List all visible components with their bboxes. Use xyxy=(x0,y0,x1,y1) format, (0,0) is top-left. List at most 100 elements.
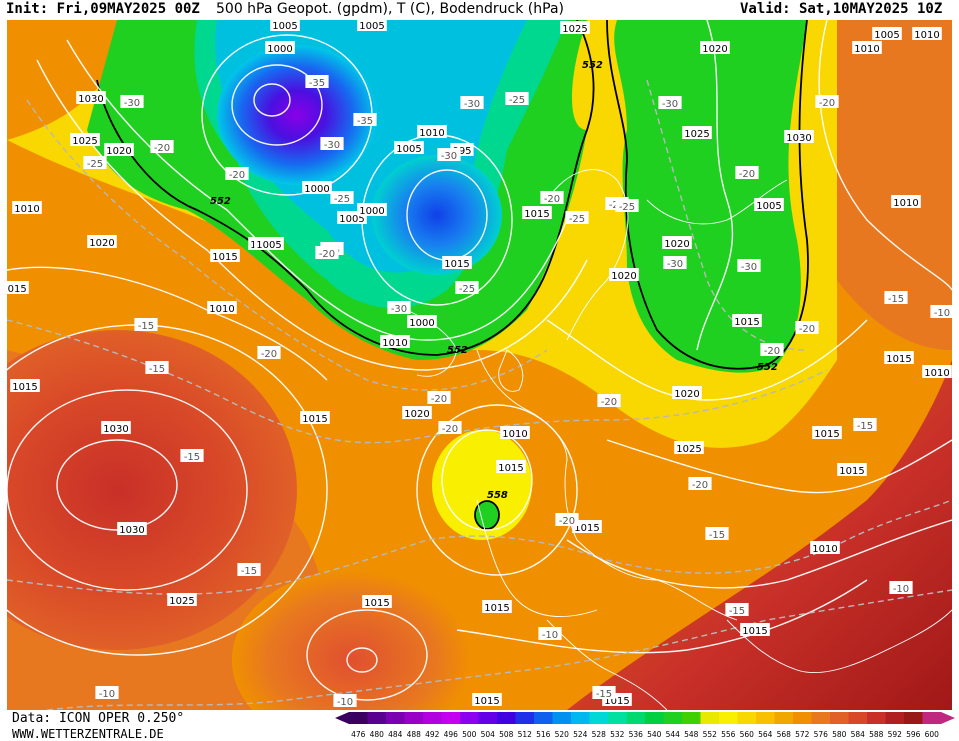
isotherm-label: -20 xyxy=(150,140,174,154)
isotherm-label: -30 xyxy=(663,256,687,270)
svg-text:-25: -25 xyxy=(619,202,635,213)
isotherm-label: -20 xyxy=(257,346,281,360)
svg-text:1020: 1020 xyxy=(702,44,727,55)
svg-text:1025: 1025 xyxy=(684,129,709,140)
isobar-label: 1010 xyxy=(912,27,942,41)
svg-text:1010: 1010 xyxy=(14,204,39,215)
legend-swatch xyxy=(534,712,553,724)
isobar-label: 1015 xyxy=(812,426,842,440)
legend-tick-label: 504 xyxy=(481,730,496,739)
isotherm-label: -20 xyxy=(427,391,451,405)
isotherm-label: -30 xyxy=(460,96,484,110)
legend-swatch xyxy=(793,712,812,724)
isobar-label: 1015 xyxy=(837,463,867,477)
svg-text:-30: -30 xyxy=(741,262,757,273)
legend-swatch xyxy=(700,712,720,724)
isobar-label: 1025 xyxy=(167,593,197,607)
legend-swatch xyxy=(774,712,794,724)
legend-swatch xyxy=(460,712,479,724)
isotherm-label: -15 xyxy=(145,361,169,375)
legend-tick-label: 480 xyxy=(370,730,385,739)
svg-text:1010: 1010 xyxy=(893,198,918,209)
legend-tick-label: 544 xyxy=(666,730,681,739)
isotherm-label: -20 xyxy=(795,321,819,335)
isotherm-label: -15 xyxy=(725,603,749,617)
isobar-label: 1025 xyxy=(682,126,712,140)
svg-text:1010: 1010 xyxy=(914,30,939,41)
isotherm-label: -25 xyxy=(505,92,529,106)
svg-text:-15: -15 xyxy=(138,321,154,332)
svg-text:-20: -20 xyxy=(544,194,560,205)
legend-swatch xyxy=(737,712,757,724)
color-legend: 476 480 484 488 492 496 500 504 508 512 516 520 524 5… xyxy=(335,712,955,739)
svg-text:-20: -20 xyxy=(442,424,458,435)
legend-swatch xyxy=(922,712,942,724)
legend-swatch xyxy=(811,712,831,724)
svg-text:-15: -15 xyxy=(888,294,904,305)
svg-text:1020: 1020 xyxy=(404,409,429,420)
isobar-label: 1015 xyxy=(884,351,914,365)
svg-text:-20: -20 xyxy=(764,346,780,357)
svg-text:-30: -30 xyxy=(324,140,340,151)
isobar-label: 1010 xyxy=(500,426,530,440)
isobar-label: 1020 xyxy=(402,406,432,420)
legend-tick-label: 556 xyxy=(721,730,736,739)
svg-text:1025: 1025 xyxy=(72,136,97,147)
isobar-label: 1005 xyxy=(394,141,424,155)
isotherm-label: -10 xyxy=(930,305,952,319)
legend-tick-label: 532 xyxy=(610,730,625,739)
svg-text:1015: 1015 xyxy=(524,209,549,220)
svg-text:1015: 1015 xyxy=(574,523,599,534)
legend-swatch xyxy=(386,712,405,724)
isobar-label: 1015 xyxy=(10,379,40,393)
isotherm-label: -20 xyxy=(815,95,839,109)
svg-text:1000: 1000 xyxy=(409,318,434,329)
svg-text:-20: -20 xyxy=(431,394,447,405)
isotherm-label: -30 xyxy=(658,96,682,110)
svg-text:1010: 1010 xyxy=(209,304,234,315)
map-footer: Data: ICON OPER 0.250° WWW.WETTERZENTRAL… xyxy=(0,710,959,741)
isobar-label: 1005 xyxy=(872,27,902,41)
isobar-label: 1030 xyxy=(784,130,814,144)
legend-tick-label: 564 xyxy=(758,730,773,739)
isobar-label: 1010 xyxy=(852,41,882,55)
legend-swatch xyxy=(885,712,905,724)
svg-text:-20: -20 xyxy=(319,249,335,260)
isotherm-label: -15 xyxy=(853,418,877,432)
svg-text:995: 995 xyxy=(452,146,471,157)
svg-text:1020: 1020 xyxy=(106,146,131,157)
isobar-label: 1025 xyxy=(560,21,590,35)
geopotential-label: 558 xyxy=(487,490,508,501)
isobar-label: 1020 xyxy=(609,268,639,282)
svg-text:-30: -30 xyxy=(441,151,457,162)
legend-tick-label: 580 xyxy=(832,730,847,739)
isobar-label: 1030 xyxy=(117,522,147,536)
svg-text:-20: -20 xyxy=(799,324,815,335)
isotherm-label: -30 xyxy=(387,301,411,315)
isobar-label: 1000 xyxy=(357,203,387,217)
isotherm-label: -15 xyxy=(134,318,158,332)
isotherm-label: -20 xyxy=(438,421,462,435)
legend-tick-label: 592 xyxy=(888,730,903,739)
svg-text:-25: -25 xyxy=(459,284,475,295)
svg-text:-10: -10 xyxy=(893,584,909,595)
svg-text:1005: 1005 xyxy=(256,240,281,251)
isotherm-label: -20 xyxy=(688,477,712,491)
svg-text:1010: 1010 xyxy=(419,128,444,139)
isobar-label: 1010 xyxy=(380,335,410,349)
geopotential-label: 552 xyxy=(447,345,468,356)
isobar-label: 1025 xyxy=(674,441,704,455)
svg-text:1020: 1020 xyxy=(674,389,699,400)
legend-tick-label: 576 xyxy=(814,730,829,739)
isotherm-label: -15 xyxy=(592,686,616,700)
isotherm-label: -30 xyxy=(120,95,144,109)
isobar-label: 1000 xyxy=(265,41,295,55)
legend-swatch xyxy=(848,712,868,724)
isotherm-label: -25 xyxy=(455,281,479,295)
svg-text:-25: -25 xyxy=(334,194,350,205)
legend-tick-label: 540 xyxy=(647,730,662,739)
svg-text:1015: 1015 xyxy=(734,317,759,328)
isotherm-label: -15 xyxy=(705,527,729,541)
legend-tick-label: 520 xyxy=(555,730,570,739)
legend-swatch xyxy=(904,712,923,724)
